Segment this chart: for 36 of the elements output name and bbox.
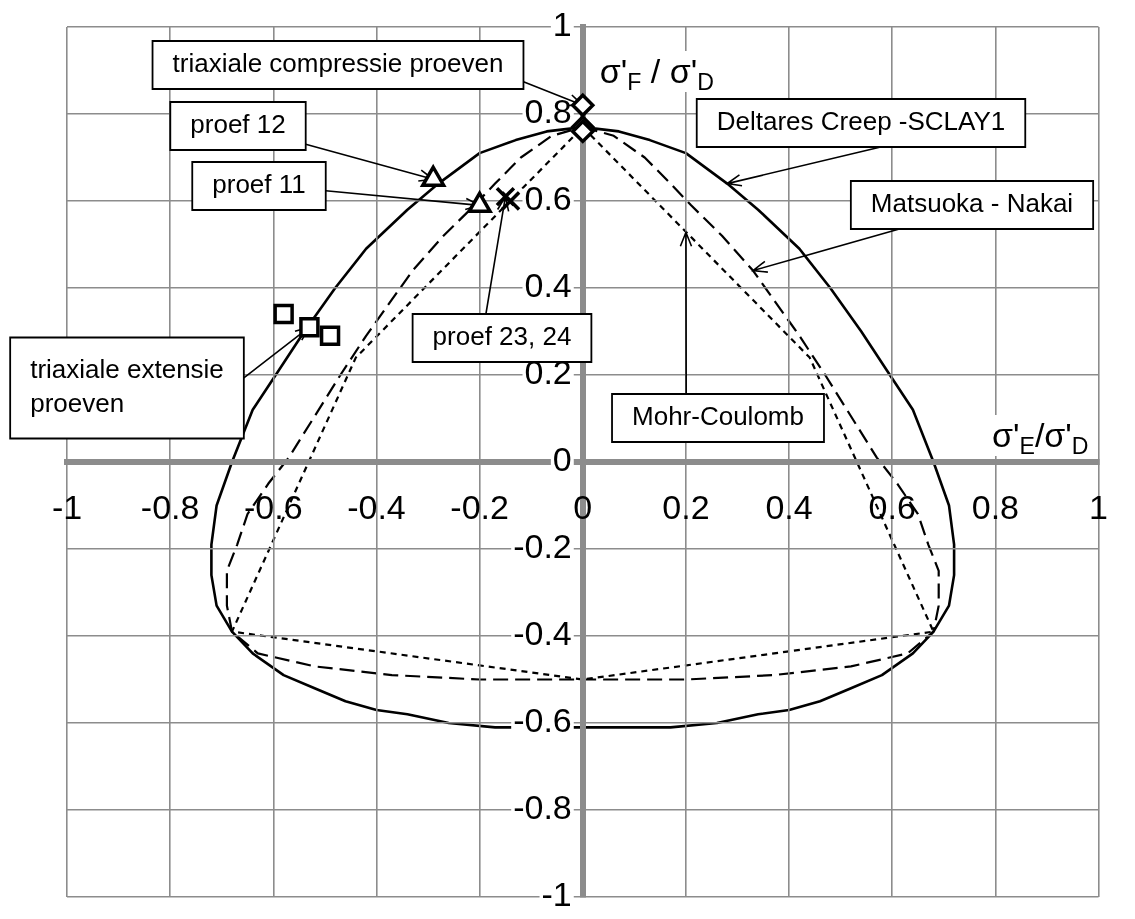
x-tick-label: -0.4 (347, 487, 406, 526)
point (273, 303, 294, 325)
y-tick-label: -1 (541, 875, 572, 914)
y-tick-label: 0.6 (524, 179, 572, 218)
annotation: proef 23, 24 (432, 321, 572, 352)
y-tick-label: 0.4 (524, 266, 572, 305)
x-tick-label: -1 (51, 487, 83, 526)
y-tick-label: -0.8 (513, 788, 572, 827)
x-tick-label: 0.6 (868, 487, 916, 526)
annotation: proef 11 (212, 169, 306, 200)
x-tick-label: 0.4 (765, 487, 813, 526)
point (571, 93, 595, 118)
annotation: triaxiale compressie proeven (172, 48, 504, 79)
y-tick-label: 0.8 (524, 92, 572, 131)
annotation: Mohr-Coulomb (632, 401, 804, 432)
y-tick-label: -0.4 (513, 614, 572, 653)
point (299, 316, 320, 338)
point (500, 190, 521, 212)
x-tick-label: 1 (1089, 487, 1109, 526)
point (319, 325, 341, 347)
x-tick-label: -0.8 (140, 487, 200, 526)
annotation: proef 12 (190, 109, 286, 140)
y-tick-label: -0.2 (513, 527, 572, 566)
x-axis-title: σ'$_{E}$/σ'$_{D}$ (990, 415, 1091, 459)
x-tick-label: 0.2 (662, 487, 710, 526)
annotation: Deltares Creep -SCLAY1 (716, 106, 1006, 137)
point (571, 119, 595, 144)
y-tick-label: -0.6 (513, 701, 572, 740)
y-axis-title: σ'$_{F}$ / σ'$_{D}$ (597, 51, 716, 95)
y-tick-label: 1 (552, 5, 572, 44)
x-tick-label: -0.2 (450, 487, 509, 526)
annotation: Matsuoka - Nakai (870, 188, 1074, 219)
point (495, 186, 516, 207)
y-tick-label: 0 (552, 440, 572, 479)
annotation: triaxiale extensie proeven (30, 354, 224, 419)
x-tick-label: 0.8 (971, 487, 1020, 526)
